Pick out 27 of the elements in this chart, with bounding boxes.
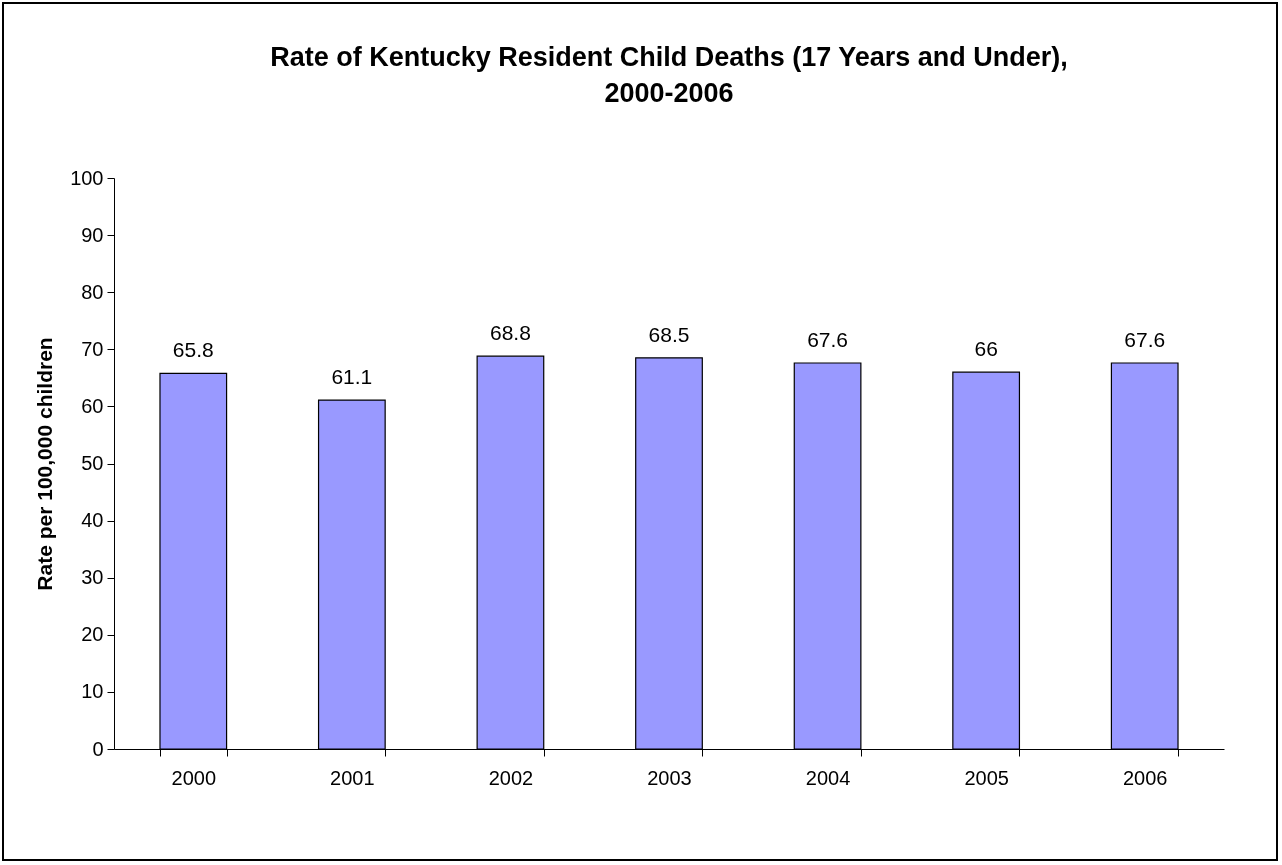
x-tick-label: 2006 — [1122, 766, 1168, 789]
data-label: 66 — [974, 337, 998, 361]
y-tick-label: 20 — [81, 623, 104, 646]
y-tick-label: 10 — [81, 680, 104, 703]
y-tick-label: 30 — [81, 566, 104, 589]
x-tick-label: 2003 — [647, 766, 692, 789]
data-label: 67.6 — [807, 328, 849, 351]
chart-title: Rate of Kentucky Resident Child Deaths (17 Years and Under), 2000-2006 — [270, 42, 1068, 108]
data-label: 65.8 — [172, 338, 214, 362]
data-label: 61.1 — [331, 365, 373, 389]
x-tick-label: 2002 — [488, 766, 534, 789]
x-tick-label: 2000 — [171, 766, 217, 789]
data-label: 68.8 — [489, 321, 531, 345]
data-label: 68.5 — [648, 322, 690, 346]
x-tick-label: 2005 — [964, 766, 1009, 789]
y-tick-label: 90 — [81, 223, 104, 246]
y-tick-label: 0 — [92, 737, 104, 760]
data-label: 67.6 — [1124, 328, 1166, 351]
y-tick-label: 40 — [81, 509, 104, 532]
y-axis-title: Rate per 100,000 children — [33, 337, 57, 591]
y-tick-label: 60 — [81, 394, 104, 417]
x-tick-label: 2001 — [330, 766, 375, 789]
y-tick-label: 100 — [70, 166, 104, 189]
y-tick-label: 80 — [81, 280, 104, 303]
x-tick-label: 2004 — [805, 766, 851, 789]
y-tick-label: 70 — [81, 337, 104, 360]
y-tick-label: 50 — [81, 452, 104, 474]
